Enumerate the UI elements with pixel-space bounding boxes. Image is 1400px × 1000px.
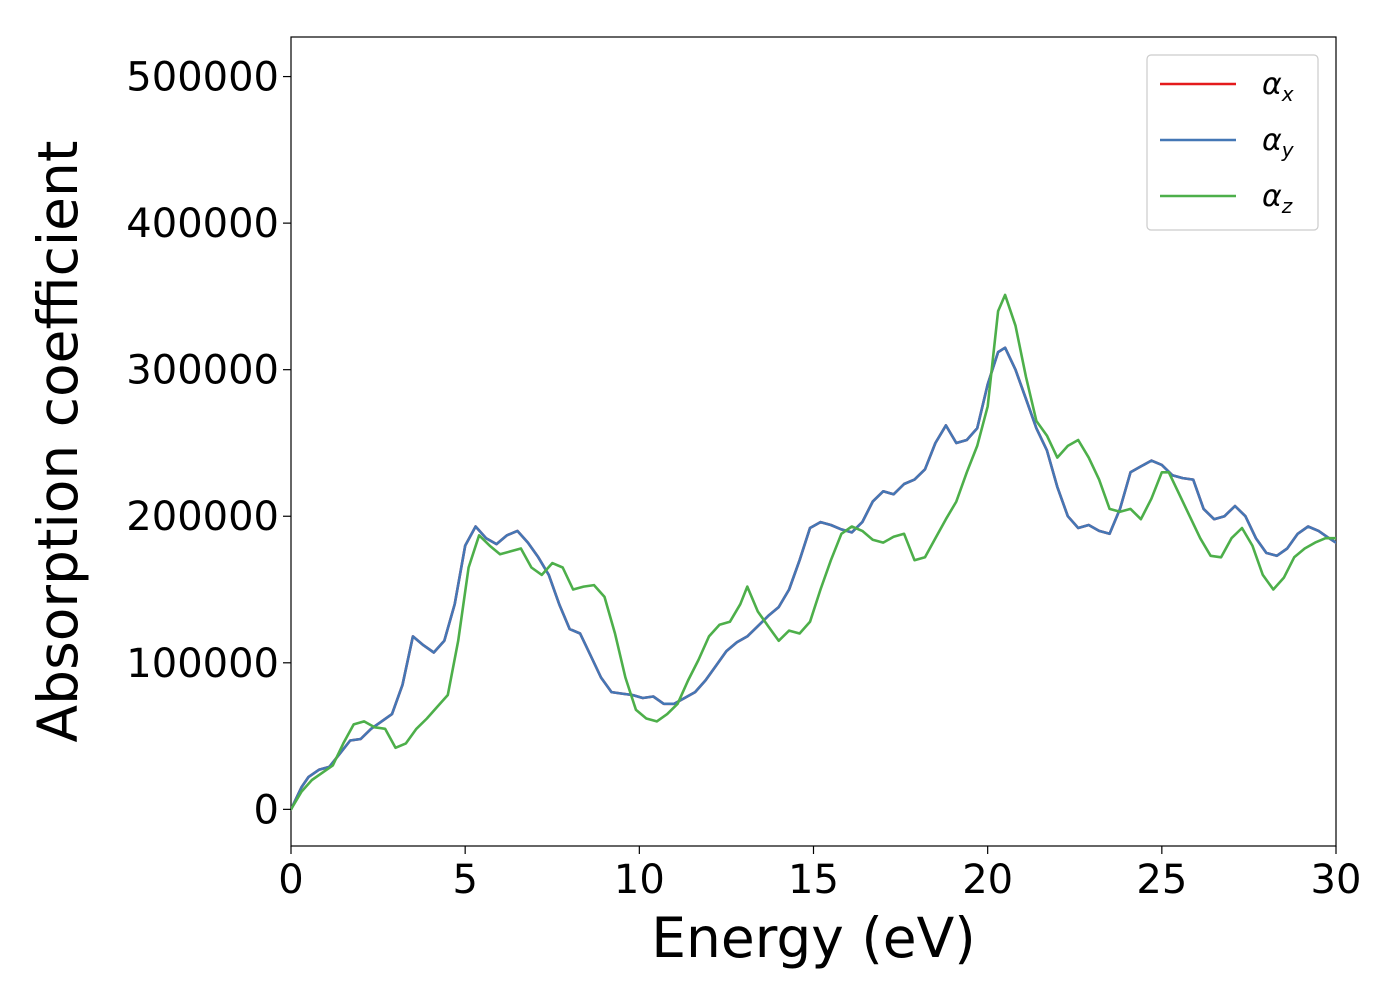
y-axis-title: Absorption coefficient [26,141,90,743]
x-tick-label: 25 [1136,857,1187,903]
y-axis-ticks: 0 100000 200000 300000 400000 500000 [126,55,291,833]
x-axis-title: Energy (eV) [651,906,975,970]
legend-label-x: αx [1262,67,1294,106]
series-line-y [291,346,1336,811]
y-tick-label: 500000 [126,55,279,101]
legend-label-y: αy [1262,123,1295,162]
y-tick-label: 400000 [126,201,279,247]
x-tick-label: 30 [1311,857,1362,903]
y-tick-label: 100000 [126,641,279,687]
x-axis-ticks: 0 5 10 15 20 25 30 [278,846,1361,903]
x-tick-label: 15 [788,857,839,903]
legend: αx αy αz [1146,54,1319,231]
legend-box [1146,54,1319,231]
x-tick-label: 0 [278,857,303,903]
y-tick-label: 300000 [126,348,279,394]
x-tick-label: 10 [614,857,665,903]
series-line-z [291,293,1336,811]
x-tick-label: 5 [452,857,477,903]
series-layer [291,293,1336,811]
y-tick-label: 200000 [126,494,279,540]
legend-label-z: αz [1262,179,1293,218]
x-tick-label: 20 [962,857,1013,903]
y-tick-label: 0 [254,787,279,833]
